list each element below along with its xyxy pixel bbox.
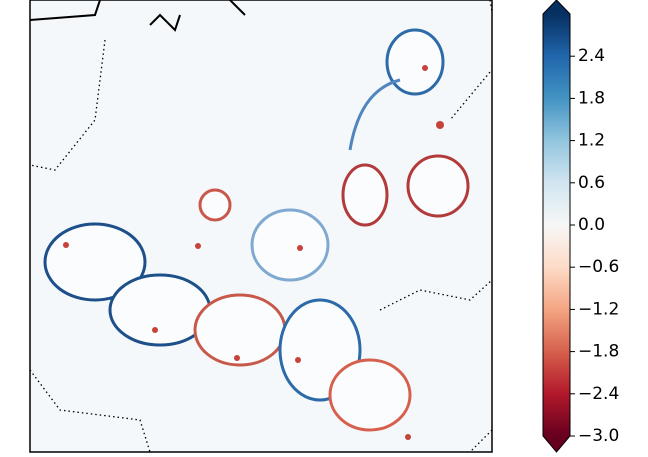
colorbar-tick-label: −1.8 bbox=[578, 342, 619, 362]
colorbar: 2.4 1.8 1.2 0.6 0.0 −0.6 −1.2 −1.8 −2.4 −3.0 bbox=[543, 0, 619, 452]
colorbar-extend-max bbox=[543, 0, 570, 14]
colorbar-tick-label: 0.0 bbox=[578, 215, 605, 235]
colorbar-tick-label: −2.4 bbox=[578, 384, 619, 404]
colorbar-tick-label: 0.6 bbox=[578, 173, 605, 193]
figure: 2.4 1.8 1.2 0.6 0.0 −0.6 −1.2 −1.8 −2.4 −3.0 bbox=[0, 0, 648, 457]
map bbox=[30, 0, 500, 452]
colorbar-tick-label: −0.6 bbox=[578, 257, 619, 277]
colorbar-extend-min bbox=[543, 436, 570, 452]
colorbar-body bbox=[543, 14, 570, 436]
colorbar-tick-label: −1.2 bbox=[578, 299, 619, 319]
colorbar-tick-label: 1.8 bbox=[578, 88, 605, 108]
colorbar-tick-label: 2.4 bbox=[578, 46, 605, 66]
colorbar-tick-label: 1.2 bbox=[578, 131, 605, 151]
colorbar-tick-label: −3.0 bbox=[578, 426, 619, 446]
